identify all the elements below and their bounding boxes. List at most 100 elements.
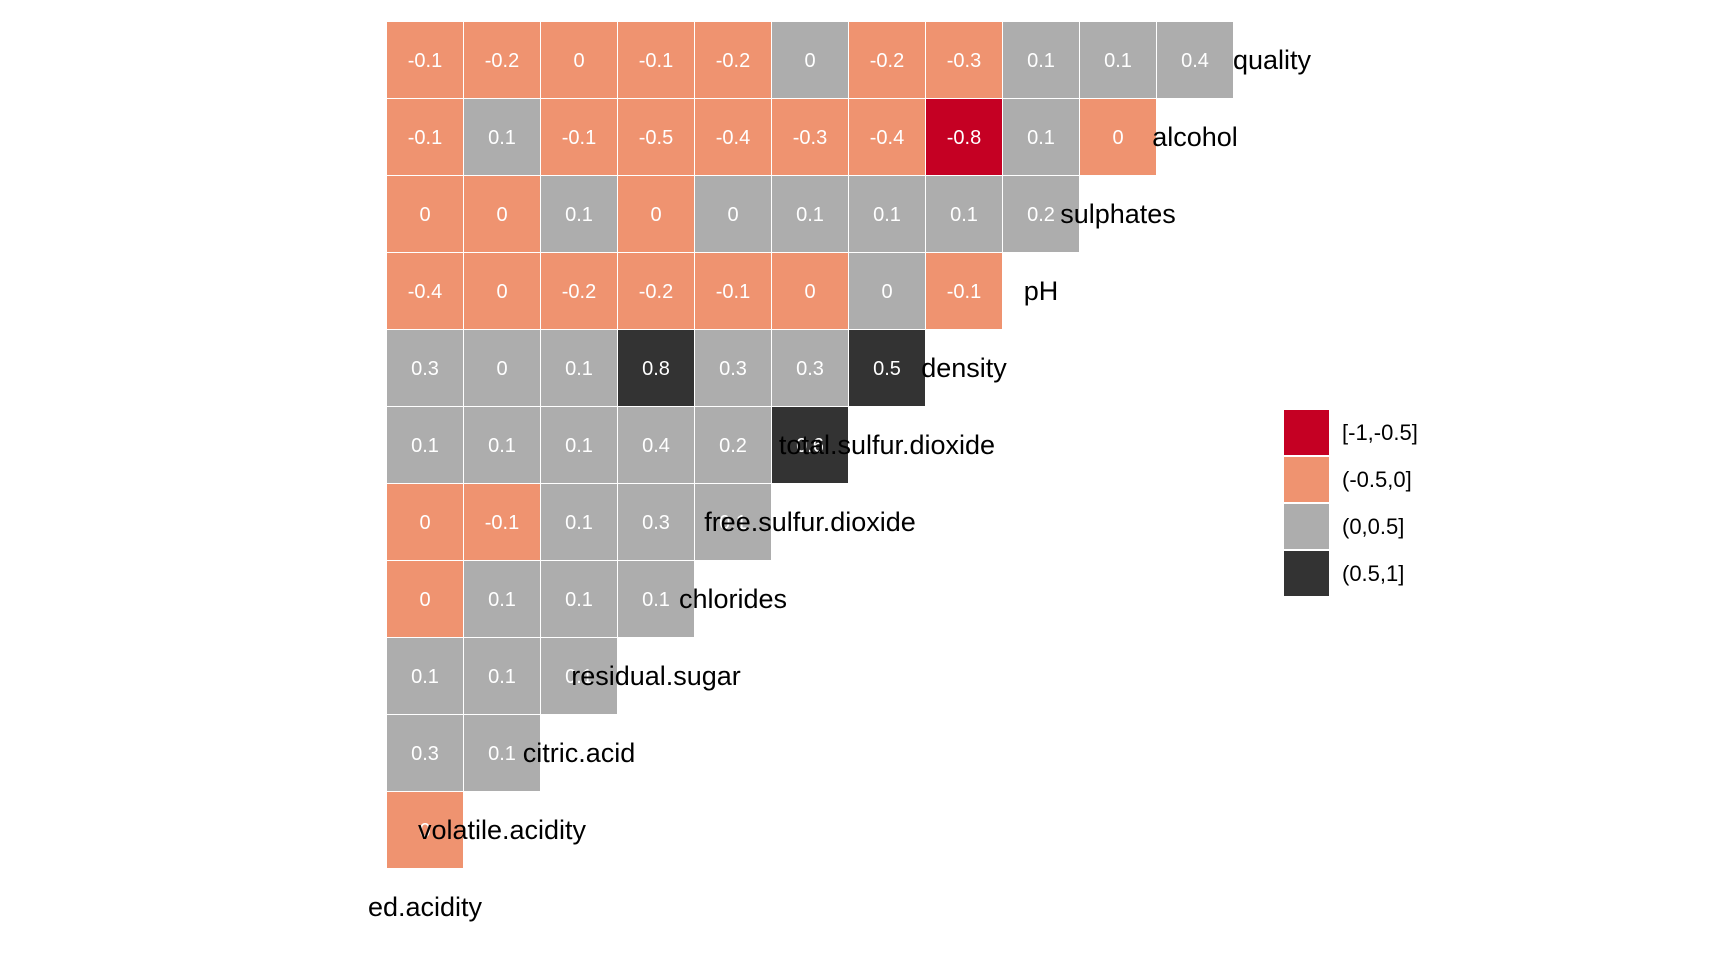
cell-value-7-1: 0 (496, 358, 507, 380)
cell-value-9-2: 0.1 (565, 204, 593, 226)
heatmap-cell-11-9 (1079, 21, 1157, 99)
variable-label-4: chlorides (679, 584, 787, 614)
cell-value-9-6: 0.1 (873, 204, 901, 226)
cell-value-8-2: -0.2 (562, 281, 596, 303)
cell-value-11-3: -0.1 (639, 50, 673, 72)
cell-value-2-1: 0.1 (488, 743, 516, 765)
cell-value-9-0: 0 (419, 204, 430, 226)
cell-value-7-2: 0.1 (565, 358, 593, 380)
cell-value-6-2: 0.1 (565, 435, 593, 457)
heatmap-cell-11-4 (694, 21, 772, 99)
cell-value-11-2: 0 (573, 50, 584, 72)
cell-value-3-0: 0.1 (411, 666, 439, 688)
heatmap-cells: 0 0.3 0.1 0.1 0.1 0.1 0 0.1 0.1 0.1 0 -0.1 0.1 0.3 0.1… (386, 21, 1234, 869)
heatmap-cell-11-3 (617, 21, 695, 99)
heatmap-cell-11-1 (463, 21, 541, 99)
heatmap-cell-5-1 (463, 483, 541, 561)
heatmap-cell-2-1 (463, 714, 541, 792)
heatmap-cell-7-5 (771, 329, 849, 407)
heatmap-cell-9-4 (694, 175, 772, 253)
heatmap-cell-9-5 (771, 175, 849, 253)
heatmap-cell-7-6 (848, 329, 926, 407)
cell-value-5-3: 0.3 (642, 512, 670, 534)
heatmap-cell-10-2 (540, 98, 618, 176)
legend-label-2: (0,0.5] (1342, 514, 1404, 539)
heatmap-cell-10-0 (386, 98, 464, 176)
legend: [-1,-0.5] (-0.5,0] (0,0.5] (0.5,1] (1284, 410, 1418, 596)
cell-value-11-4: -0.2 (716, 50, 750, 72)
variable-label-9: sulphates (1060, 199, 1176, 229)
heatmap-cell-1-0 (386, 791, 464, 869)
cell-value-9-4: 0 (727, 204, 738, 226)
cell-value-6-5: 0.6 (796, 435, 824, 457)
heatmap-cell-4-0 (386, 560, 464, 638)
heatmap-cell-4-1 (463, 560, 541, 638)
legend-swatch-2 (1284, 504, 1329, 549)
heatmap-cell-11-2 (540, 21, 618, 99)
heatmap-cell-5-0 (386, 483, 464, 561)
heatmap-cell-5-4 (694, 483, 772, 561)
cell-value-7-6: 0.5 (873, 358, 901, 380)
variable-label-8: pH (1024, 276, 1059, 306)
cell-value-5-2: 0.1 (565, 512, 593, 534)
legend-label-0: [-1,-0.5] (1342, 420, 1418, 445)
cell-value-8-0: -0.4 (408, 281, 442, 303)
legend-swatch-1 (1284, 457, 1329, 502)
cell-value-9-5: 0.1 (796, 204, 824, 226)
heatmap-cell-7-0 (386, 329, 464, 407)
heatmap-cell-11-0 (386, 21, 464, 99)
cell-value-6-1: 0.1 (488, 435, 516, 457)
heatmap-cell-11-8 (1002, 21, 1080, 99)
heatmap-cell-10-3 (617, 98, 695, 176)
cell-value-8-4: -0.1 (716, 281, 750, 303)
cell-value-6-0: 0.1 (411, 435, 439, 457)
cell-value-2-0: 0.3 (411, 743, 439, 765)
cell-value-10-4: -0.4 (716, 127, 750, 149)
variable-label-10: alcohol (1152, 122, 1238, 152)
heatmap-cell-8-7 (925, 252, 1003, 330)
cell-value-11-0: -0.1 (408, 50, 442, 72)
cell-value-10-7: -0.8 (947, 127, 981, 149)
cell-value-7-4: 0.3 (719, 358, 747, 380)
cell-value-9-8: 0.2 (1027, 204, 1055, 226)
cell-value-10-5: -0.3 (793, 127, 827, 149)
legend-label-3: (0.5,1] (1342, 561, 1404, 586)
variable-label-7: density (921, 353, 1007, 383)
cell-value-11-8: 0.1 (1027, 50, 1055, 72)
cell-value-7-3: 0.8 (642, 358, 670, 380)
legend-swatch-3 (1284, 551, 1329, 596)
cell-value-11-6: -0.2 (870, 50, 904, 72)
heatmap-cell-9-0 (386, 175, 464, 253)
cell-value-5-1: -0.1 (485, 512, 519, 534)
heatmap-cell-8-3 (617, 252, 695, 330)
heatmap-cell-10-8 (1002, 98, 1080, 176)
heatmap-cell-10-6 (848, 98, 926, 176)
heatmap-cell-5-3 (617, 483, 695, 561)
variable-label-6: total.sulfur.dioxide (779, 430, 995, 460)
heatmap-cell-9-2 (540, 175, 618, 253)
cell-value-8-7: -0.1 (947, 281, 981, 303)
heatmap-cell-6-2 (540, 406, 618, 484)
heatmap-cell-11-7 (925, 21, 1003, 99)
cell-value-11-9: 0.1 (1104, 50, 1132, 72)
cell-value-5-4: 0.1 (719, 512, 747, 534)
cell-value-6-3: 0.4 (642, 435, 670, 457)
heatmap-cell-4-2 (540, 560, 618, 638)
variable-label-5: free.sulfur.dioxide (704, 507, 916, 537)
variable-label-2: citric.acid (523, 738, 636, 768)
variable-label-0: ed.acidity (368, 892, 483, 922)
cell-value-9-7: 0.1 (950, 204, 978, 226)
cell-value-7-0: 0.3 (411, 358, 439, 380)
cell-value-7-5: 0.3 (796, 358, 824, 380)
heatmap-cell-6-3 (617, 406, 695, 484)
cell-value-10-8: 0.1 (1027, 127, 1055, 149)
heatmap-cell-8-1 (463, 252, 541, 330)
heatmap-cell-6-0 (386, 406, 464, 484)
legend-swatch-0 (1284, 410, 1329, 455)
cell-value-11-10: 0.4 (1181, 50, 1209, 72)
cell-value-8-3: -0.2 (639, 281, 673, 303)
variable-labels: ed.acidity volatile.acidity citric.acid res… (368, 45, 1312, 922)
cell-value-4-1: 0.1 (488, 589, 516, 611)
heatmap-cell-10-4 (694, 98, 772, 176)
